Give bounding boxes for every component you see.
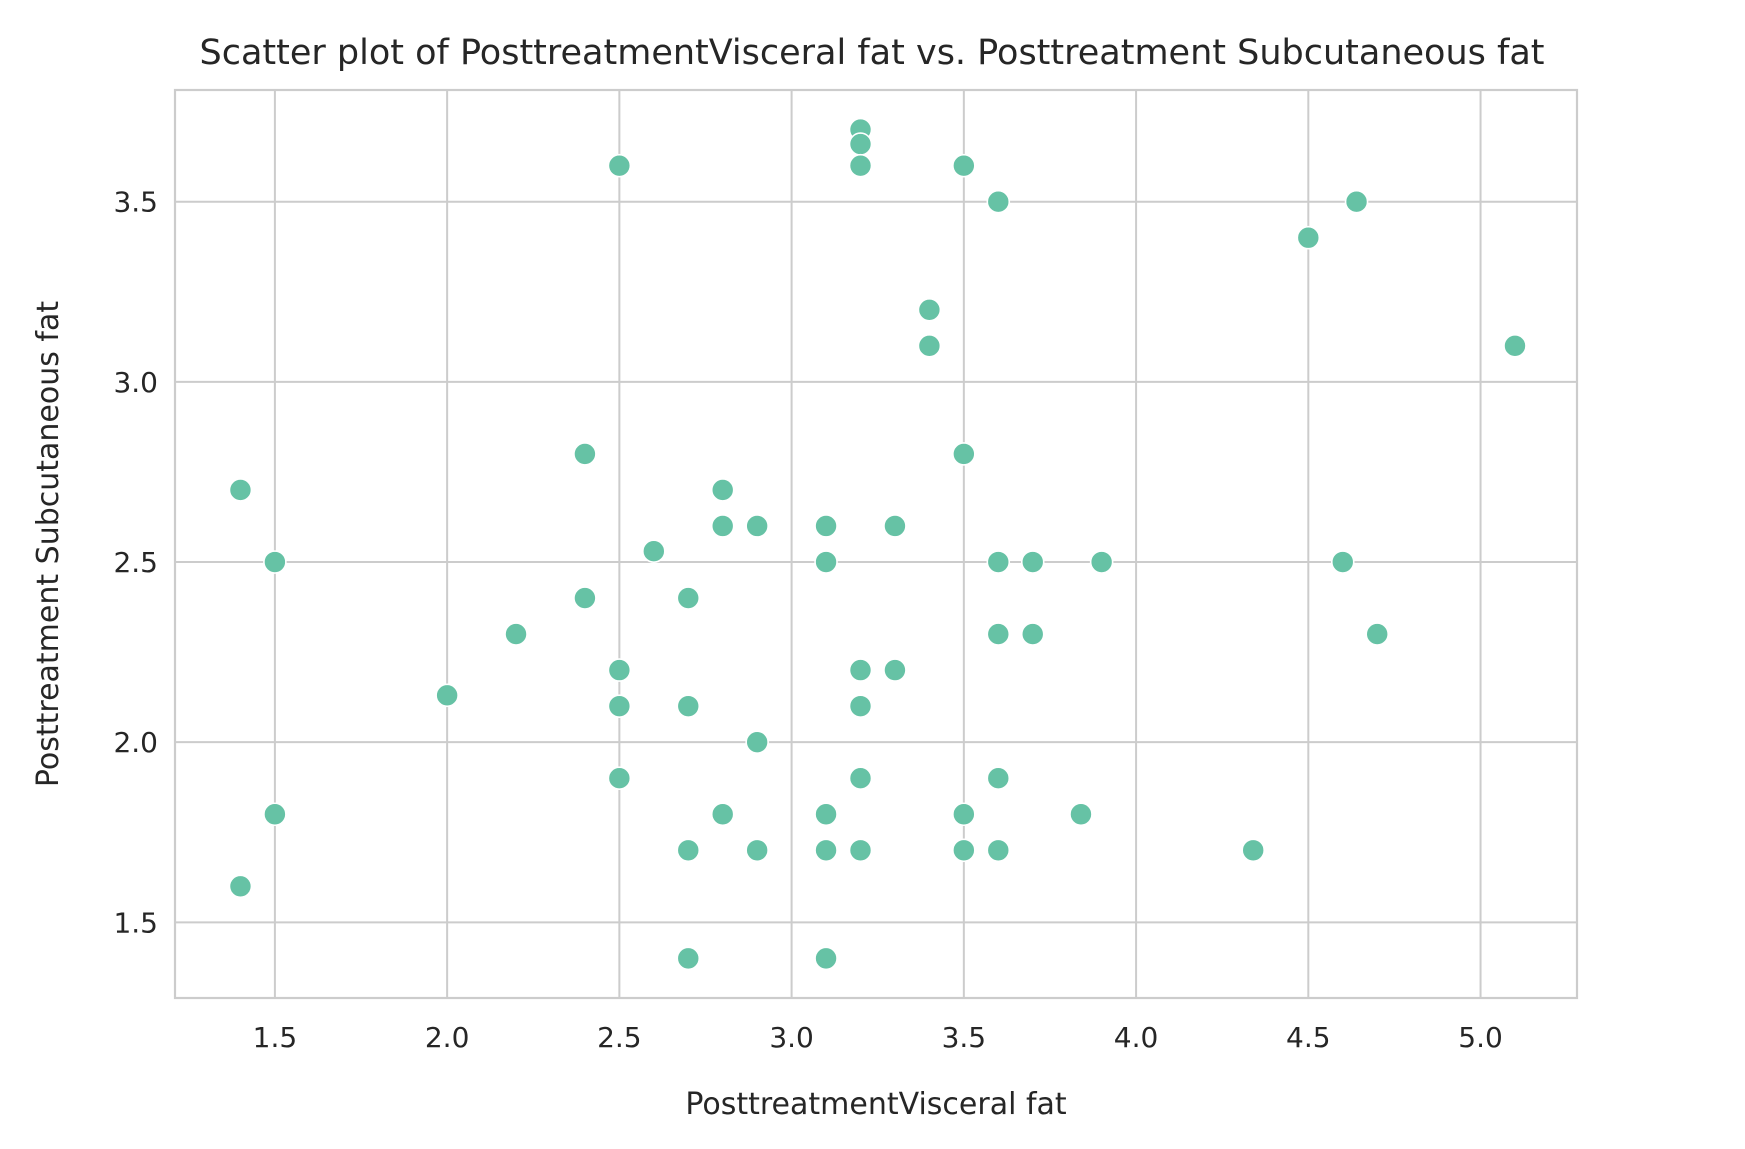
gridlines (175, 90, 1577, 998)
x-tick-label: 2.5 (597, 1021, 642, 1054)
chart-title: Scatter plot of PosttreatmentVisceral fa… (199, 33, 1544, 73)
x-tick-label: 4.0 (1114, 1021, 1159, 1054)
data-point (952, 153, 976, 178)
data-point (228, 478, 253, 502)
x-tick-labels: 1.5 2.0 2.5 3.0 3.5 4.0 4.5 5.0 (253, 1021, 1503, 1054)
data-point (228, 874, 253, 899)
y-tick-label: 3.0 (113, 366, 158, 399)
data-point (1020, 550, 1045, 574)
data-point (710, 514, 735, 538)
plot-frame (173, 88, 1579, 1000)
y-axis-label: Posttreatment Subcutaneous fat (31, 301, 66, 788)
data-point (1020, 622, 1045, 646)
data-point (814, 802, 838, 827)
data-point (1344, 189, 1369, 214)
data-point (917, 297, 942, 322)
data-point (745, 514, 769, 538)
data-point (814, 514, 838, 538)
data-point (263, 802, 287, 827)
data-point (848, 766, 873, 791)
data-point (607, 153, 632, 178)
x-axis-label: PosttreatmentVisceral fat (685, 1087, 1067, 1122)
data-point (986, 622, 1011, 646)
data-point (745, 730, 769, 754)
y-tick-label: 2.0 (113, 726, 158, 759)
data-point (814, 550, 838, 574)
data-point (607, 694, 632, 718)
y-tick-label: 1.5 (113, 906, 158, 939)
data-point (642, 539, 666, 564)
x-tick-label: 3.0 (769, 1021, 814, 1054)
data-point (1069, 802, 1093, 827)
x-tick-label: 1.5 (253, 1021, 298, 1054)
data-point (1296, 225, 1321, 250)
data-points (228, 117, 1527, 971)
data-point (917, 334, 942, 358)
data-point (573, 442, 597, 466)
data-point (848, 132, 873, 156)
data-point (1365, 622, 1390, 646)
data-point (573, 586, 597, 610)
data-point (263, 550, 287, 574)
y-tick-labels: 1.5 2.0 2.5 3.0 3.5 (113, 186, 158, 940)
data-point (1241, 838, 1265, 863)
data-point (848, 658, 873, 682)
data-point (676, 694, 701, 718)
data-point (952, 838, 976, 863)
x-tick-label: 5.0 (1458, 1021, 1503, 1054)
x-tick-label: 2.0 (425, 1021, 470, 1054)
data-point (952, 802, 976, 827)
data-point (814, 946, 838, 971)
data-point (986, 838, 1011, 863)
data-point (1503, 334, 1527, 358)
data-point (848, 838, 873, 863)
data-point (952, 442, 976, 466)
data-point (814, 838, 838, 863)
data-point (745, 838, 769, 863)
x-tick-label: 4.5 (1286, 1021, 1331, 1054)
y-tick-label: 2.5 (113, 546, 158, 579)
data-point (986, 189, 1011, 214)
data-point (986, 550, 1011, 574)
data-point (986, 766, 1011, 791)
data-point (883, 514, 907, 538)
data-point (1330, 550, 1355, 574)
data-point (883, 658, 907, 682)
data-point (848, 153, 873, 178)
data-point (676, 586, 701, 610)
data-point (504, 622, 528, 646)
data-point (710, 478, 735, 502)
data-point (710, 802, 735, 827)
data-point (435, 683, 459, 708)
data-point (607, 766, 632, 791)
data-point (676, 838, 701, 863)
x-tick-label: 3.5 (942, 1021, 987, 1054)
data-point (848, 694, 873, 718)
y-tick-label: 3.5 (113, 186, 158, 219)
data-point (676, 946, 701, 971)
data-point (607, 658, 632, 682)
data-point (1089, 550, 1114, 574)
